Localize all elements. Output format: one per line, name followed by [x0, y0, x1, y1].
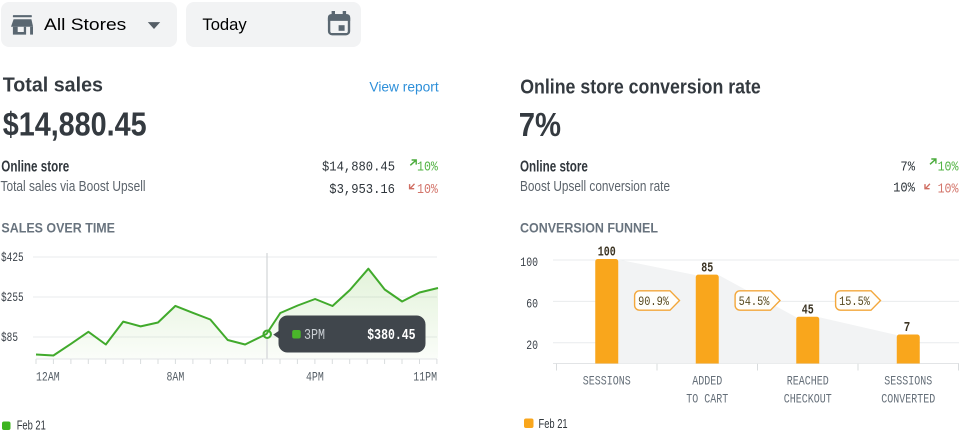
- svg-text:TO CART: TO CART: [686, 392, 728, 407]
- svg-text:Online store: Online store: [1, 159, 69, 176]
- svg-text:ADDED: ADDED: [692, 374, 722, 389]
- svg-text:$3,953.16: $3,953.16: [329, 182, 395, 198]
- svg-text:8AM: 8AM: [167, 370, 185, 385]
- svg-text:$380.45: $380.45: [367, 327, 415, 344]
- svg-text:$85: $85: [1, 330, 18, 345]
- svg-text:Total sales via Boost Upsell: Total sales via Boost Upsell: [1, 178, 146, 195]
- svg-text:All Stores: All Stores: [44, 15, 126, 34]
- svg-text:12AM: 12AM: [36, 370, 60, 385]
- svg-text:SESSIONS: SESSIONS: [884, 374, 932, 389]
- svg-text:Today: Today: [202, 15, 247, 34]
- svg-text:$14,880.45: $14,880.45: [322, 160, 395, 176]
- svg-text:SESSIONS: SESSIONS: [583, 374, 631, 389]
- svg-text:10%: 10%: [938, 183, 960, 198]
- svg-text:7%: 7%: [900, 160, 915, 176]
- svg-text:CONVERTED: CONVERTED: [881, 392, 935, 407]
- svg-text:Online store: Online store: [520, 159, 588, 176]
- svg-text:10%: 10%: [893, 181, 915, 197]
- svg-text:10%: 10%: [938, 161, 960, 176]
- svg-text:$14,880.45: $14,880.45: [3, 106, 147, 143]
- svg-text:7%: 7%: [519, 106, 561, 143]
- svg-text:100: 100: [598, 246, 616, 261]
- svg-text:45: 45: [802, 303, 814, 318]
- svg-text:10%: 10%: [417, 183, 439, 198]
- svg-text:15.5%: 15.5%: [839, 294, 870, 309]
- svg-text:$425: $425: [1, 250, 24, 265]
- svg-text:11PM: 11PM: [413, 370, 437, 385]
- svg-text:100: 100: [520, 255, 538, 270]
- svg-text:54.5%: 54.5%: [739, 294, 770, 309]
- svg-text:REACHED: REACHED: [787, 374, 829, 389]
- svg-text:3PM: 3PM: [304, 327, 325, 344]
- svg-text:CONVERSION FUNNEL: CONVERSION FUNNEL: [520, 221, 658, 236]
- svg-text:10%: 10%: [417, 161, 439, 176]
- svg-text:60: 60: [526, 296, 538, 311]
- svg-text:Feb 21: Feb 21: [17, 418, 46, 431]
- svg-text:85: 85: [701, 261, 713, 276]
- svg-text:20: 20: [526, 338, 538, 353]
- svg-text:Boost Upsell conversion rate: Boost Upsell conversion rate: [520, 178, 670, 195]
- svg-text:7: 7: [904, 321, 911, 336]
- svg-text:4PM: 4PM: [306, 370, 324, 385]
- svg-text:CHECKOUT: CHECKOUT: [784, 392, 832, 407]
- svg-text:90.9%: 90.9%: [638, 294, 669, 309]
- svg-text:Total sales: Total sales: [3, 75, 103, 97]
- svg-text:Feb 21: Feb 21: [539, 416, 568, 431]
- svg-text:SALES OVER TIME: SALES OVER TIME: [1, 221, 115, 236]
- svg-text:View report: View report: [369, 79, 438, 95]
- svg-text:$255: $255: [1, 290, 24, 305]
- svg-text:Online store conversion rate: Online store conversion rate: [520, 77, 761, 99]
